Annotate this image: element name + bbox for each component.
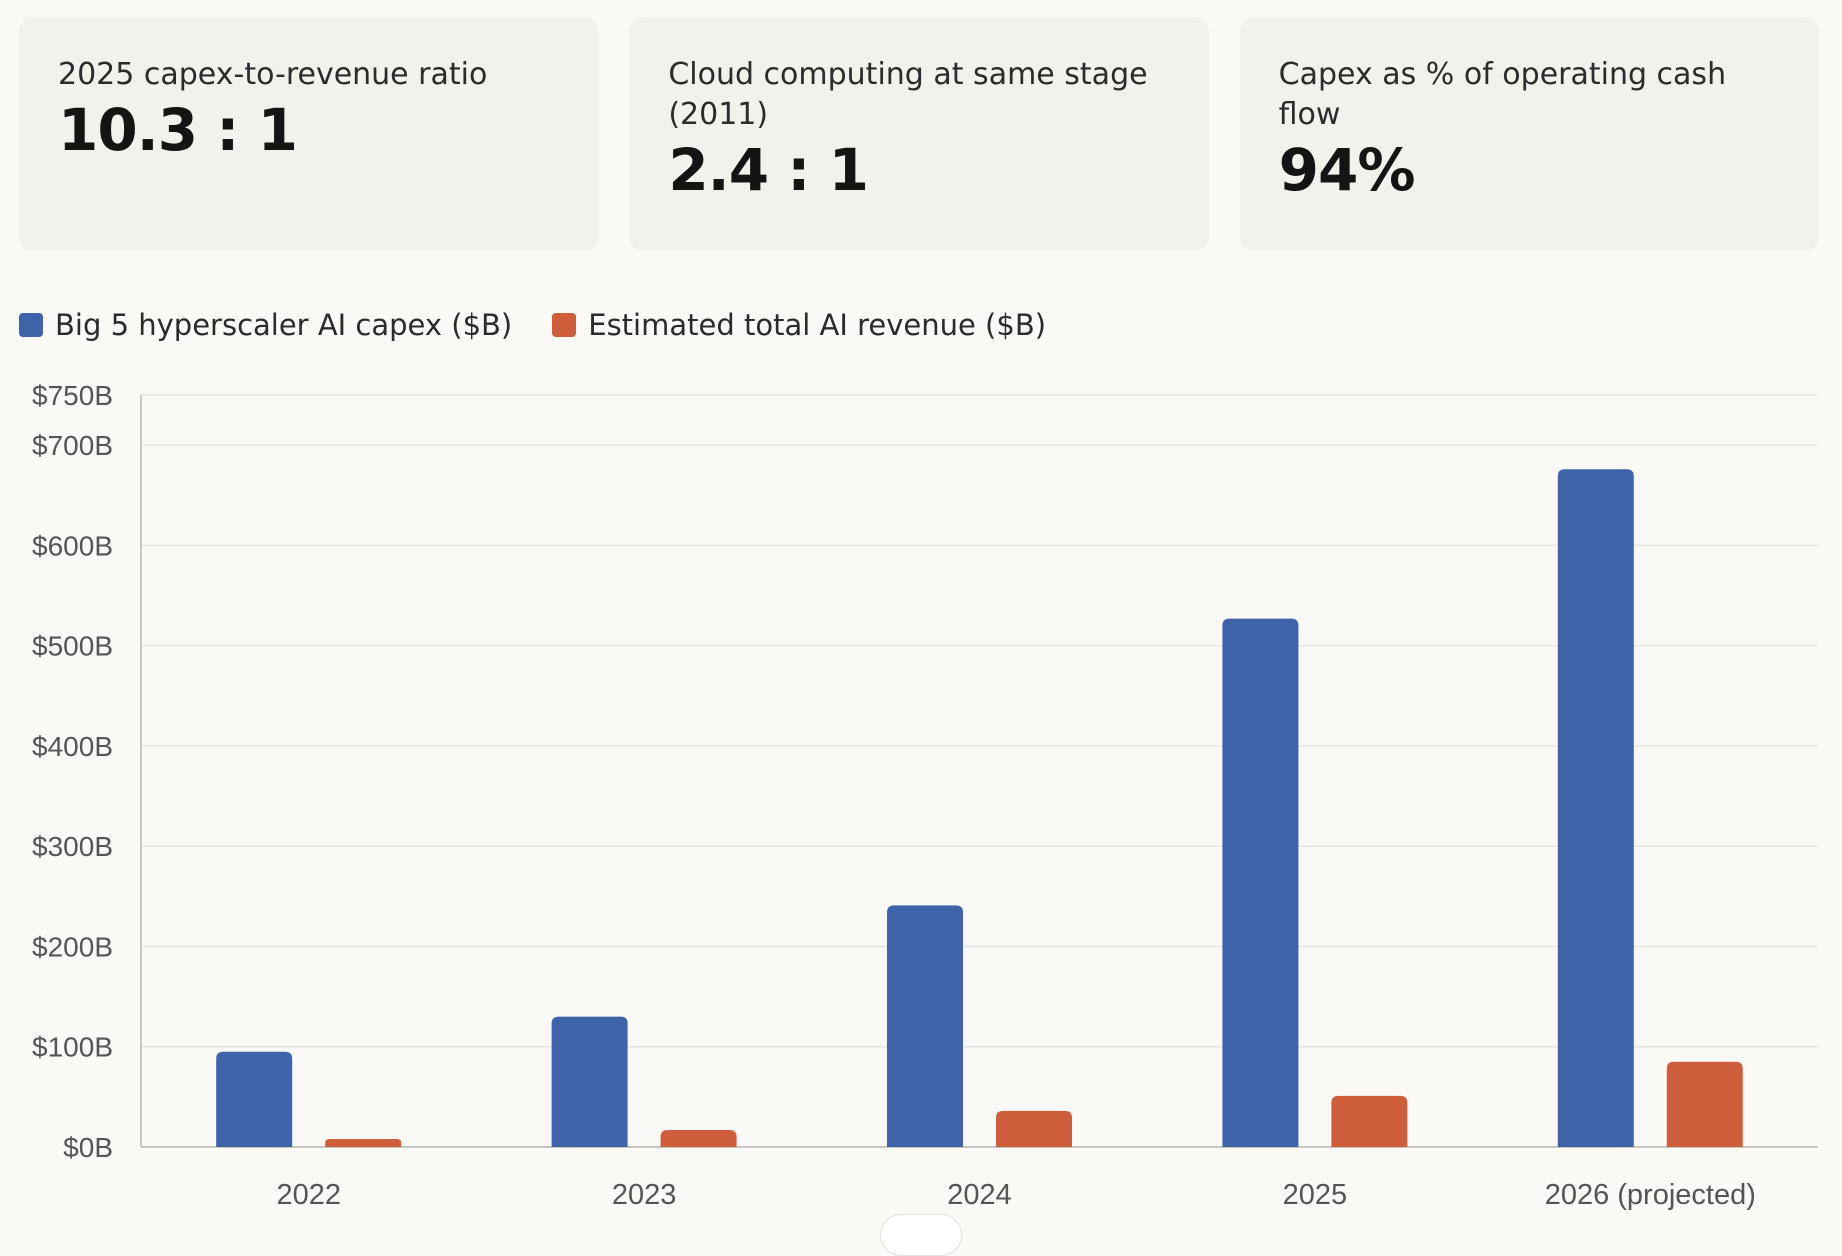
bar-revenue	[660, 1129, 737, 1147]
y-tick-label: $200B	[32, 931, 113, 962]
legend-item-capex[interactable]: Big 5 hyperscaler AI capex ($B)	[19, 308, 512, 342]
bar-capex	[551, 1016, 628, 1147]
bar-revenue	[325, 1138, 402, 1147]
bar-capex	[216, 1051, 293, 1147]
y-tick-label: $400B	[32, 731, 113, 762]
bar-capex	[1222, 618, 1299, 1147]
y-tick-label: $0B	[63, 1132, 113, 1163]
x-tick-label: 2026 (projected)	[1545, 1179, 1756, 1211]
legend-swatch-revenue	[552, 313, 577, 337]
bar-capex	[887, 905, 963, 1147]
kpi-label: 2025 capex-to-revenue ratio	[58, 57, 488, 92]
legend-swatch-capex	[19, 313, 43, 337]
bar-revenue	[1331, 1095, 1408, 1147]
legend-label-revenue: Estimated total AI revenue ($B)	[588, 308, 1047, 342]
y-tick-label: $100B	[32, 1032, 113, 1063]
y-tick-label: $600B	[32, 530, 113, 561]
kpi-value: 2.4 : 1	[668, 136, 869, 204]
bar-chart: $0B $100B $200B $300B $400B $500B $600B $700B $7…	[32, 380, 1818, 1211]
kpi-value: 94%	[1278, 136, 1416, 204]
bar-revenue	[996, 1110, 1072, 1147]
y-tick-label: $750B	[32, 380, 113, 411]
kpi-label: Capex as % of operating cash flow	[1278, 57, 1727, 132]
x-tick-label: 2022	[276, 1179, 341, 1211]
legend-item-revenue[interactable]: Estimated total AI revenue ($B)	[552, 308, 1046, 342]
bar-capex	[1557, 469, 1634, 1147]
y-tick-label: $500B	[32, 631, 113, 662]
y-tick-label: $300B	[32, 831, 113, 862]
x-tick-label: 2024	[947, 1179, 1012, 1211]
kpi-cards: 2025 capex-to-revenue ratio 10.3 : 1 Clo…	[19, 17, 1819, 251]
chart-legend: Big 5 hyperscaler AI capex ($B) Estimate…	[19, 308, 1086, 342]
kpi-card-cloud-computing: Cloud computing at same stage (2011) 2.4…	[629, 17, 1209, 251]
x-tick-label: 2023	[612, 1179, 677, 1211]
kpi-label: Cloud computing at same stage (2011)	[668, 57, 1148, 132]
y-tick-label: $700B	[32, 430, 113, 461]
bar-revenue	[1666, 1061, 1743, 1147]
scroll-indicator[interactable]	[880, 1214, 962, 1256]
kpi-value: 10.3 : 1	[58, 96, 298, 164]
kpi-card-capex-revenue-ratio: 2025 capex-to-revenue ratio 10.3 : 1	[19, 17, 599, 251]
kpi-card-capex-cash-flow: Capex as % of operating cash flow 94%	[1239, 17, 1819, 251]
legend-label-capex: Big 5 hyperscaler AI capex ($B)	[55, 308, 513, 342]
x-tick-label: 2025	[1283, 1179, 1348, 1211]
